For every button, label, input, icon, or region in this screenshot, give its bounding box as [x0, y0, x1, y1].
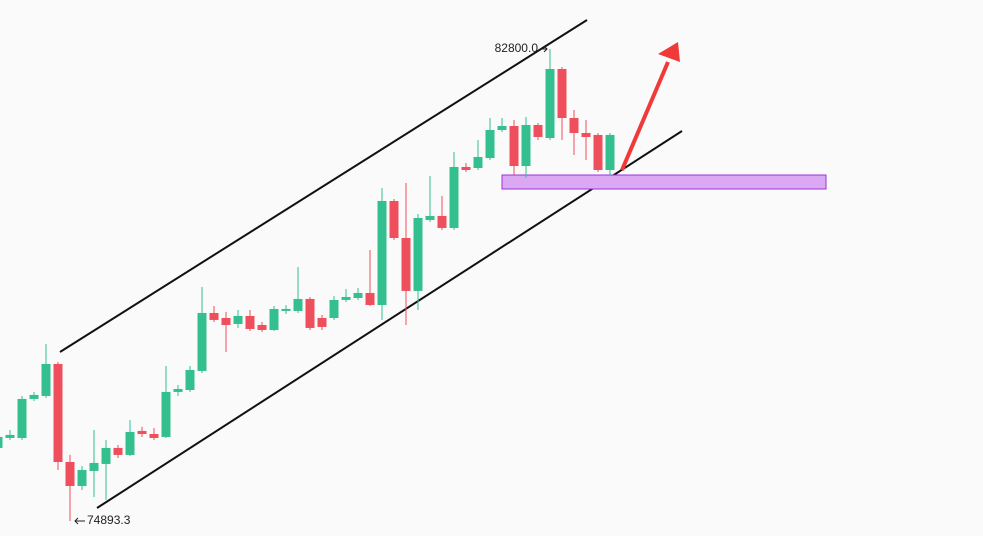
- candle-body: [101, 447, 111, 464]
- candle-body: [245, 315, 255, 329]
- candle-body: [509, 126, 519, 167]
- channel-lower: [96, 130, 683, 509]
- candle-body: [353, 292, 363, 298]
- candle-body: [173, 388, 183, 392]
- candle-body: [305, 298, 315, 328]
- candle-body: [377, 200, 387, 305]
- support-zone: [501, 174, 827, 190]
- arrow-shaft: [620, 61, 670, 171]
- high-label: 82800.0: [495, 41, 539, 55]
- arrow-head: [658, 42, 680, 62]
- candle-body: [473, 156, 483, 168]
- candle-body: [341, 296, 351, 300]
- candle-body: [233, 315, 243, 324]
- candle-body: [257, 324, 267, 330]
- candle-body: [389, 200, 399, 238]
- channel-upper: [59, 19, 588, 353]
- candle-body: [89, 462, 99, 471]
- candle-body: [209, 312, 219, 320]
- candle-body: [5, 434, 15, 438]
- candle-body: [401, 237, 411, 291]
- candle-body: [329, 299, 339, 318]
- candle-body: [113, 447, 123, 455]
- candle-body: [437, 215, 447, 228]
- candle-body: [317, 317, 327, 327]
- candle-body: [137, 430, 147, 434]
- candles: [0, 49, 615, 521]
- candle-body: [497, 126, 507, 131]
- candle-body: [185, 369, 195, 390]
- candle-body: [197, 312, 207, 371]
- candle-body: [65, 461, 75, 486]
- low-label: 74893.3: [87, 513, 131, 527]
- candle-body: [149, 433, 159, 438]
- candle-body: [281, 308, 291, 311]
- trend-arrow: [620, 42, 680, 171]
- candle-body: [41, 363, 51, 396]
- candle-body: [605, 134, 615, 171]
- candle-body: [485, 130, 495, 159]
- candle-body: [125, 431, 135, 455]
- candle-body: [545, 68, 555, 139]
- candle-body: [17, 398, 27, 438]
- candle-body: [557, 68, 567, 119]
- candle-body: [0, 436, 3, 448]
- candle-body: [77, 469, 87, 486]
- low-pointer-head: [74, 517, 79, 525]
- candle-body: [425, 215, 435, 220]
- candle-body: [449, 166, 459, 228]
- candle-body: [293, 298, 303, 311]
- candle-body: [221, 317, 231, 325]
- candle-body: [53, 363, 63, 462]
- candle-body: [569, 118, 579, 133]
- candle-body: [521, 124, 531, 167]
- candle-body: [269, 308, 279, 330]
- candle-body: [593, 134, 603, 171]
- candle-body: [581, 132, 591, 137]
- candle-body: [533, 124, 543, 137]
- candle-body: [161, 391, 171, 437]
- candle-body: [413, 217, 423, 291]
- high-pointer-head: [543, 45, 548, 53]
- candle-body: [461, 166, 471, 171]
- candle-body: [365, 292, 375, 305]
- candle-body: [29, 394, 39, 399]
